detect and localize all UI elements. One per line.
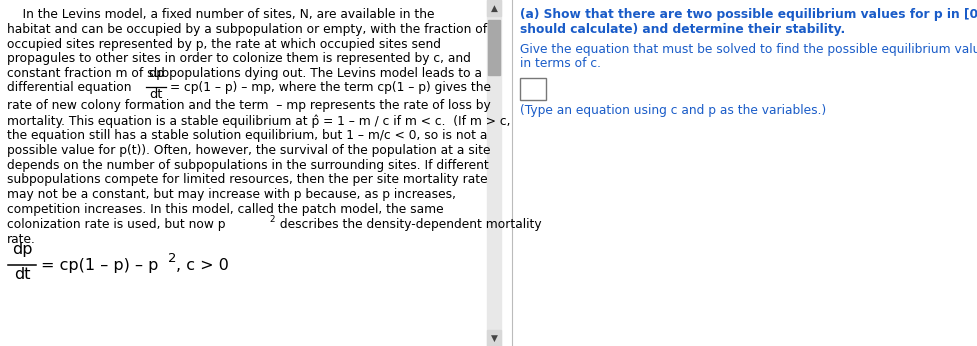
Text: dp: dp	[148, 66, 164, 80]
Text: occupied sites represented by p, the rate at which occupied sites send: occupied sites represented by p, the rat…	[7, 38, 441, 51]
Text: rate.: rate.	[7, 233, 36, 246]
Text: (Type an equation using c and p as the variables.): (Type an equation using c and p as the v…	[520, 104, 826, 117]
Bar	[520, 78, 545, 100]
Bar	[488, 20, 499, 75]
Text: Give the equation that must be solved to find the possible equilibrium values fo: Give the equation that must be solved to…	[520, 43, 977, 56]
Text: 2: 2	[269, 215, 275, 224]
Text: competition increases. In this model, called the patch model, the same: competition increases. In this model, ca…	[7, 203, 444, 216]
Text: = cp(1 – p) – p: = cp(1 – p) – p	[41, 258, 158, 273]
Bar	[487, 0, 500, 346]
Text: ▲: ▲	[490, 3, 497, 12]
Text: , c > 0: , c > 0	[176, 258, 229, 273]
Text: should calculate) and determine their stability.: should calculate) and determine their st…	[520, 23, 844, 36]
Text: propagules to other sites in order to colonize them is represented by c, and: propagules to other sites in order to co…	[7, 52, 470, 65]
Text: depends on the number of subpopulations in the surrounding sites. If different: depends on the number of subpopulations …	[7, 158, 488, 172]
Text: ▼: ▼	[490, 334, 497, 343]
Text: may not be a constant, but may increase with p because, as p increases,: may not be a constant, but may increase …	[7, 188, 455, 201]
Text: 2: 2	[168, 252, 176, 265]
Text: mortality. This equation is a stable equilibrium at p̂ = 1 – m / c if m < c.  (I: mortality. This equation is a stable equ…	[7, 114, 510, 128]
Text: constant fraction m of subpopulations dying out. The Levins model leads to a: constant fraction m of subpopulations dy…	[7, 67, 482, 80]
Text: subpopulations compete for limited resources, then the per site mortality rate: subpopulations compete for limited resou…	[7, 173, 488, 186]
Text: describes the density-dependent mortality: describes the density-dependent mortalit…	[276, 218, 541, 231]
Text: dt: dt	[149, 89, 162, 101]
Text: = cp(1 – p) – mp, where the term cp(1 – p) gives the: = cp(1 – p) – mp, where the term cp(1 – …	[170, 81, 490, 93]
Text: In the Levins model, a fixed number of sites, N, are available in the: In the Levins model, a fixed number of s…	[7, 8, 434, 21]
Text: habitat and can be occupied by a subpopulation or empty, with the fraction of: habitat and can be occupied by a subpopu…	[7, 23, 487, 36]
Text: the equation still has a stable solution equilibrium, but 1 – m/c < 0, so is not: the equation still has a stable solution…	[7, 129, 487, 142]
Text: (a) Show that there are two possible equilibrium values for p in [0,1] (which yo: (a) Show that there are two possible equ…	[520, 8, 977, 21]
Text: possible value for p(t)). Often, however, the survival of the population at a si: possible value for p(t)). Often, however…	[7, 144, 490, 157]
Text: colonization rate is used, but now p: colonization rate is used, but now p	[7, 218, 226, 231]
Text: dt: dt	[14, 267, 30, 282]
Bar	[487, 0, 500, 16]
Text: differential equation: differential equation	[7, 81, 135, 93]
Text: in terms of c.: in terms of c.	[520, 57, 601, 70]
Bar	[487, 330, 500, 346]
Text: rate of new colony formation and the term  – mp represents the rate of loss by: rate of new colony formation and the ter…	[7, 99, 490, 112]
Text: dp: dp	[12, 243, 32, 257]
